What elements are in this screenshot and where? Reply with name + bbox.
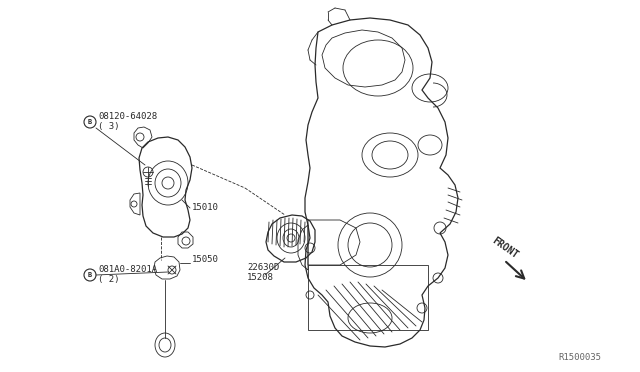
Text: R1500035: R1500035 [558,353,601,362]
Text: 081A0-8201A: 081A0-8201A [98,265,157,274]
Text: 22630D: 22630D [247,263,279,272]
Text: FRONT: FRONT [490,235,520,260]
Text: B: B [88,119,92,125]
Text: ( 2): ( 2) [98,275,120,284]
Text: 08120-64028: 08120-64028 [98,112,157,121]
Text: 15208: 15208 [247,273,274,282]
Text: 15010: 15010 [192,203,219,212]
Text: ( 3): ( 3) [98,122,120,131]
Text: 15050: 15050 [192,255,219,264]
Text: B: B [88,272,92,278]
